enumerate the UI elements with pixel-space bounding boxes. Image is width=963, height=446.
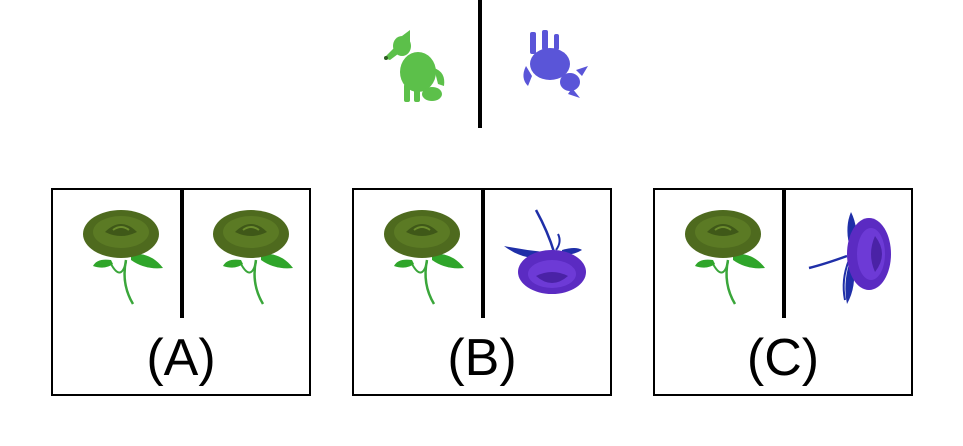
purple-rose-upside-down-icon [496,206,606,306]
option-b[interactable]: (B) [352,188,612,396]
option-c-divider [782,190,786,318]
green-dog-sitting-icon [380,28,450,108]
option-a[interactable]: (A) [51,188,311,396]
option-label: (A) [53,328,309,388]
green-rose-icon [201,204,301,314]
purple-rose-sideways-icon [805,204,905,314]
option-c[interactable]: (C) [653,188,913,396]
green-rose-icon [71,204,171,314]
option-b-divider [481,190,485,318]
prompt-divider [478,0,482,128]
green-rose-icon [372,204,472,314]
green-rose-icon [673,204,773,314]
prompt-pair [360,0,610,130]
option-label: (C) [655,328,911,388]
blue-dog-upside-down-icon [520,26,590,101]
option-label: (B) [354,328,610,388]
option-a-divider [180,190,184,318]
